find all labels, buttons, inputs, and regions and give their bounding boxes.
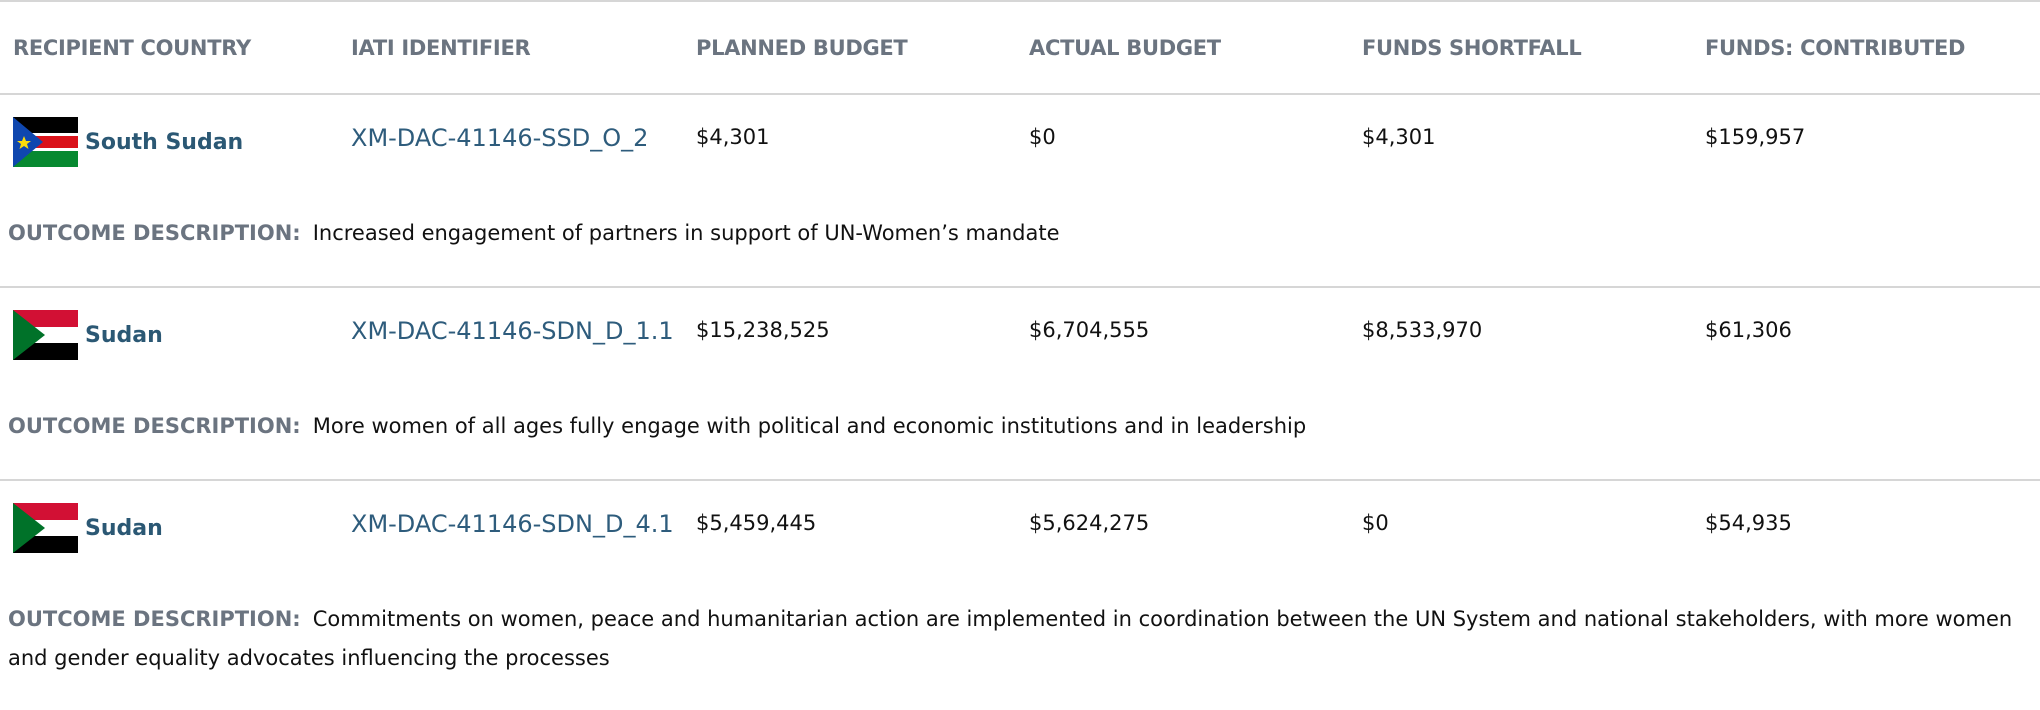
budget-cell: $15,238,525 xyxy=(696,318,830,342)
country-link[interactable]: Sudan xyxy=(85,322,163,348)
budget-cell: $8,533,970 xyxy=(1362,318,1483,342)
budget-cell: $61,306 xyxy=(1705,318,1792,342)
flag-icon xyxy=(13,117,78,167)
budget-cell: $0 xyxy=(1029,125,1056,149)
outcome-text: More women of all ages fully engage with… xyxy=(312,414,1307,438)
outcome-label: OUTCOME DESCRIPTION: xyxy=(8,607,301,631)
table-header: RECIPIENT COUNTRY IATI IDENTIFIER PLANNED … xyxy=(0,2,2040,95)
budget-cell: $5,624,275 xyxy=(1029,511,1150,535)
column-header: IATI IDENTIFIER xyxy=(351,35,531,60)
outcome-text: Increased engagement of partners in supp… xyxy=(312,221,1060,245)
budget-cell: $0 xyxy=(1362,511,1389,535)
country-link[interactable]: Sudan xyxy=(85,515,163,541)
identifier-link[interactable]: XM-DAC-41146-SDN_D_4.1 xyxy=(351,510,674,538)
country-cell: Sudan xyxy=(13,310,351,360)
outcome-description: OUTCOME DESCRIPTION: Increased engagement… xyxy=(0,214,2040,253)
identifier-link[interactable]: XM-DAC-41146-SSD_O_2 xyxy=(351,124,649,152)
country-cell: Sudan xyxy=(13,503,351,553)
budget-cell: $6,704,555 xyxy=(1029,318,1150,342)
outcome-text: Commitments on women, peace and humanita… xyxy=(8,607,2013,670)
budget-cell: $159,957 xyxy=(1705,125,1806,149)
budget-cell: $4,301 xyxy=(1362,125,1436,149)
column-header: PLANNED BUDGET xyxy=(696,35,908,60)
column-header: FUNDS: CONTRIBUTED xyxy=(1705,35,1966,60)
table-record: South Sudan XM-DAC-41146-SSD_O_2 $4,301 $0 $… xyxy=(0,95,2040,288)
identifier-link[interactable]: XM-DAC-41146-SDN_D_1.1 xyxy=(351,317,674,345)
column-header: FUNDS SHORTFALL xyxy=(1362,35,1582,60)
table-record: Sudan XM-DAC-41146-SDN_D_1.1 $15,238,525 $6… xyxy=(0,288,2040,481)
outcome-description: OUTCOME DESCRIPTION: More women of all ag… xyxy=(0,407,2040,446)
table-row: Sudan XM-DAC-41146-SDN_D_1.1 $15,238,525 $6… xyxy=(0,288,2040,403)
table-record: Sudan XM-DAC-41146-SDN_D_4.1 $5,459,445 $5,… xyxy=(0,481,2040,674)
country-cell: South Sudan xyxy=(13,117,351,167)
column-header: RECIPIENT COUNTRY xyxy=(13,35,251,60)
budget-cell: $4,301 xyxy=(696,125,770,149)
budget-cell: $54,935 xyxy=(1705,511,1792,535)
table-row: Sudan XM-DAC-41146-SDN_D_4.1 $5,459,445 $5,… xyxy=(0,481,2040,596)
table-body: South Sudan XM-DAC-41146-SSD_O_2 $4,301 $0 $… xyxy=(0,95,2040,674)
outcome-description: OUTCOME DESCRIPTION: Commitments on women… xyxy=(0,600,2040,678)
flag-icon xyxy=(13,503,78,553)
column-header: ACTUAL BUDGET xyxy=(1029,35,1221,60)
outcome-label: OUTCOME DESCRIPTION: xyxy=(8,221,301,245)
country-link[interactable]: South Sudan xyxy=(85,129,244,155)
outcome-label: OUTCOME DESCRIPTION: xyxy=(8,414,301,438)
table-row: South Sudan XM-DAC-41146-SSD_O_2 $4,301 $0 $… xyxy=(0,95,2040,210)
budget-cell: $5,459,445 xyxy=(696,511,817,535)
flag-icon xyxy=(13,310,78,360)
